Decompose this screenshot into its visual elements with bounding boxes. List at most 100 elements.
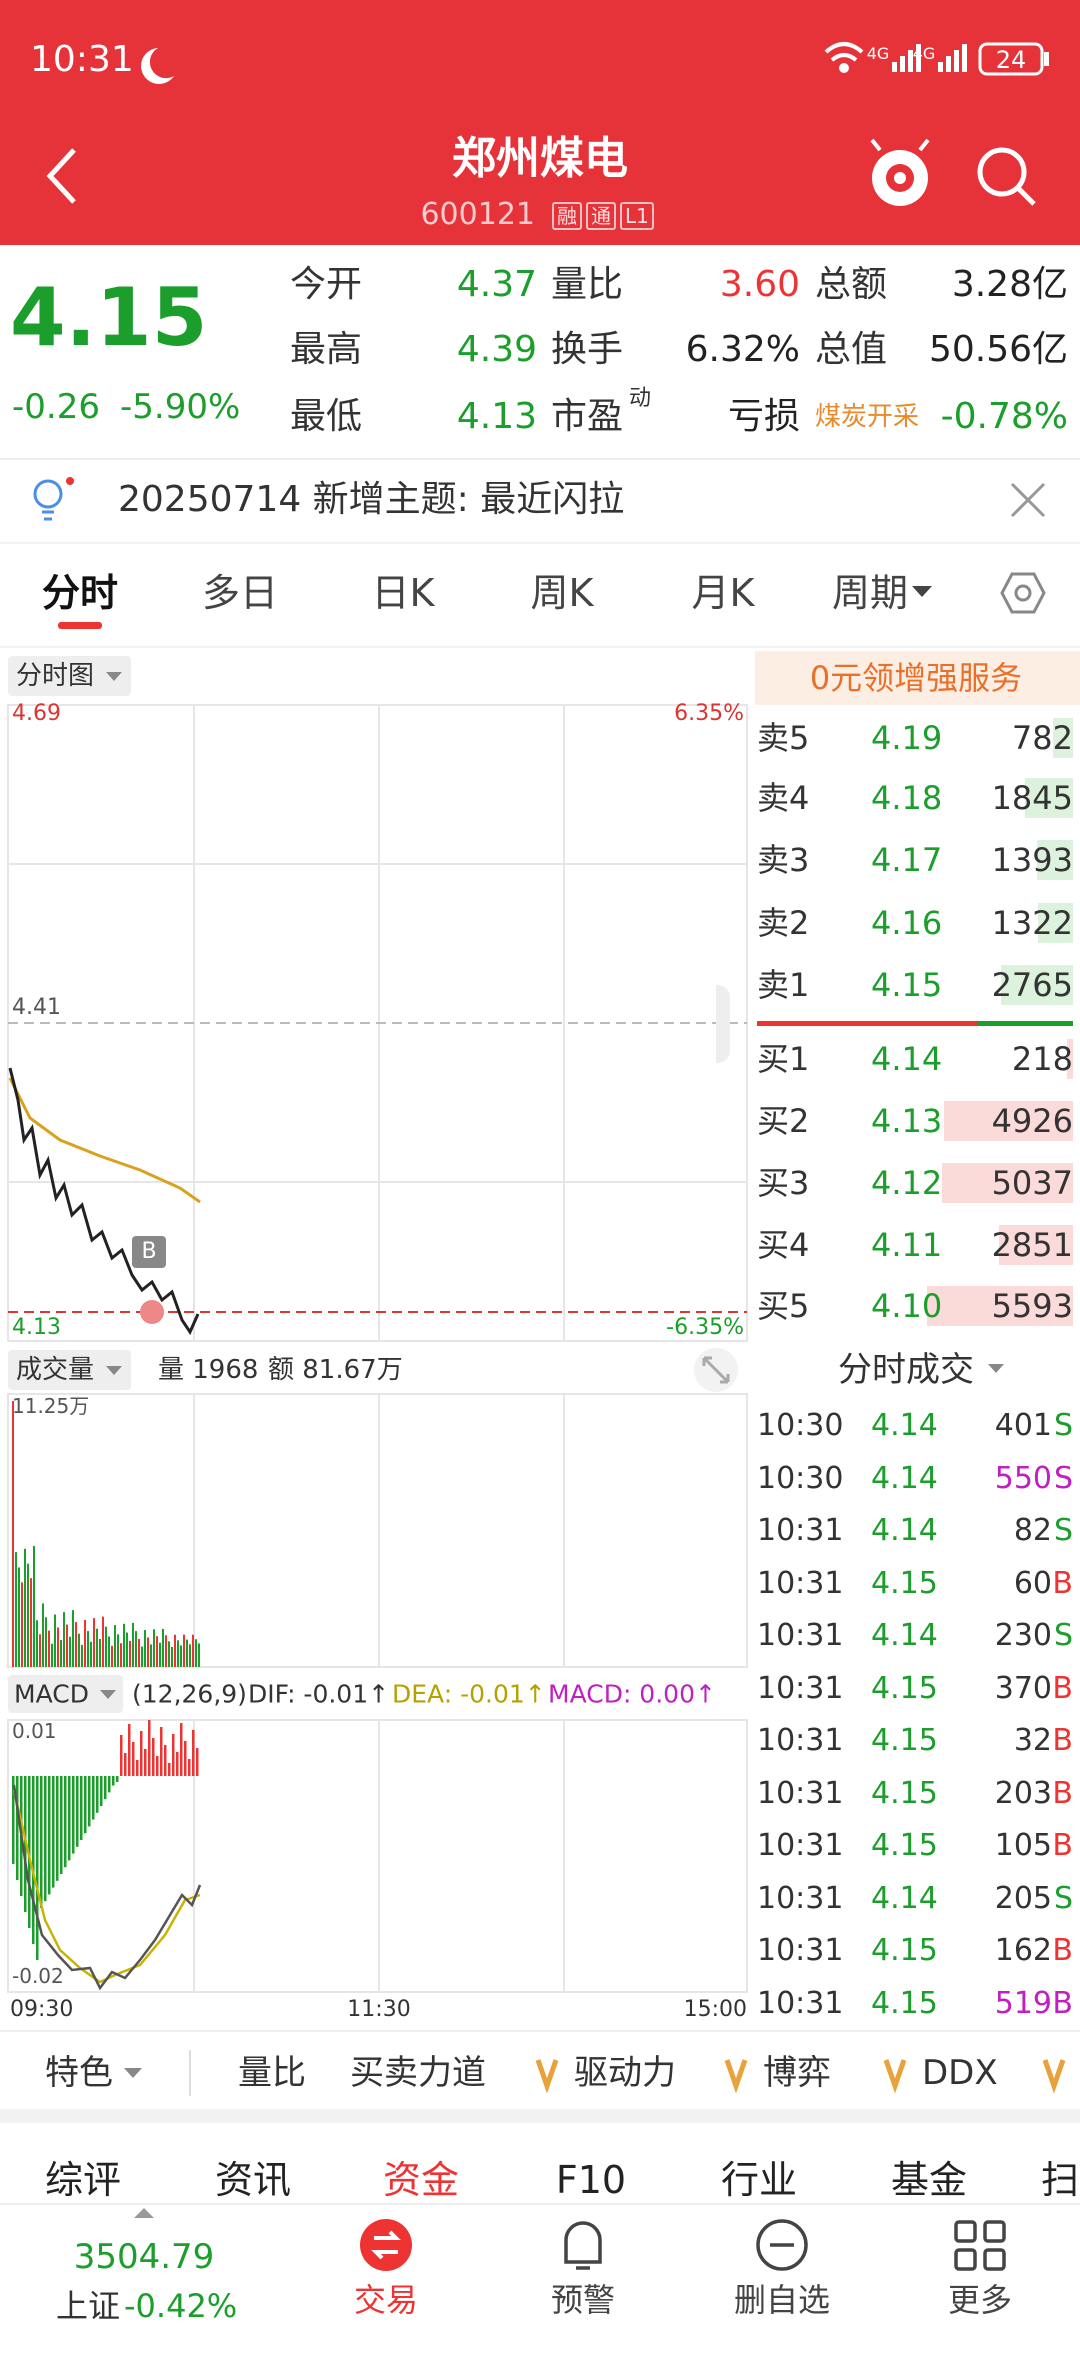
book-price: 4.15 — [871, 966, 943, 1004]
volume-bar — [1038, 903, 1073, 943]
dropdown-caret — [106, 672, 122, 681]
volume-bar-decor — [120, 1643, 122, 1667]
back-icon[interactable] — [46, 148, 76, 204]
search-icon[interactable] — [977, 147, 1036, 206]
book-label: 买2 — [757, 1102, 810, 1140]
close-icon[interactable] — [1010, 482, 1046, 518]
macd-bar-decor — [40, 1776, 43, 1908]
stat-value: 4.13 — [456, 396, 537, 437]
macd-bar-decor — [176, 1752, 179, 1776]
nav-item[interactable]: 更多 — [947, 2281, 1013, 2319]
macd-selector[interactable]: MACD — [14, 1679, 89, 1709]
buy-marker: B — [141, 1239, 157, 1264]
trade-time: 10:31 — [757, 1565, 844, 1601]
indicator[interactable]: 驱动力 — [574, 2053, 676, 2093]
indicator[interactable]: 买卖力道 — [350, 2053, 486, 2093]
selector-bg[interactable] — [8, 1350, 131, 1390]
macd-bar-decor — [116, 1776, 119, 1782]
volume-bar-decor — [192, 1634, 194, 1667]
selector-bg[interactable] — [8, 1675, 123, 1713]
volume-bar-decor — [48, 1630, 50, 1667]
fullscreen-icon[interactable] — [694, 1348, 738, 1392]
remove-icon[interactable] — [756, 2219, 808, 2271]
volume-bar-decor — [195, 1639, 197, 1667]
settings-icon[interactable] — [1000, 572, 1046, 614]
macd-bar-decor — [88, 1776, 91, 1827]
index-name: 上证 — [56, 2287, 121, 2325]
book-price: 4.16 — [871, 904, 943, 942]
tab[interactable]: 周K — [530, 571, 594, 615]
trade-time: 10:31 — [757, 1985, 844, 2021]
index-pct: -0.42% — [124, 2287, 238, 2325]
dif-line — [12, 1784, 202, 1991]
macd-bar-decor — [100, 1776, 103, 1806]
macd-bar-decor — [16, 1776, 19, 1880]
book-volume: 1322 — [991, 904, 1073, 942]
volume-bar-decor — [18, 1567, 20, 1667]
trade-side: B — [1052, 1933, 1073, 1968]
volume-bar — [998, 1225, 1073, 1265]
more-icon[interactable] — [954, 2220, 1006, 2271]
book-price: 4.11 — [871, 1226, 943, 1264]
nav-item[interactable]: 交易 — [353, 2281, 419, 2319]
book-price: 4.18 — [871, 779, 943, 817]
volume-bar-decor — [111, 1645, 113, 1667]
indicator[interactable]: 量比 — [238, 2053, 306, 2093]
trade-volume: 205 — [994, 1880, 1052, 1916]
f10-tab[interactable]: 行业 — [720, 2158, 798, 2202]
promo-bg[interactable] — [755, 651, 1080, 705]
chart-selector[interactable]: 分时图 — [16, 661, 95, 691]
promo[interactable]: 0元领增强服务 — [809, 659, 1023, 697]
notice-text[interactable]: 20250714 新增主题: 最近闪拉 — [118, 479, 625, 520]
trades-title[interactable]: 分时成交 — [838, 1350, 974, 1390]
macd-bar-decor — [132, 1742, 135, 1776]
indicator[interactable]: 博弈 — [763, 2053, 831, 2093]
tab[interactable]: 日K — [371, 571, 435, 615]
expand-handle[interactable] — [716, 985, 730, 1063]
volume-bar-decor — [132, 1622, 134, 1667]
f10-tab[interactable]: 资讯 — [214, 2158, 292, 2202]
macd-bar-decor — [48, 1776, 51, 1895]
f10-tab[interactable]: 扫 — [1040, 2158, 1080, 2202]
indicator-first[interactable]: 特色 — [45, 2053, 113, 2093]
book-label: 卖3 — [757, 841, 810, 879]
volume-max: 11.25万 — [12, 1394, 90, 1418]
book-volume: 2851 — [991, 1226, 1073, 1264]
volume-bar-decor — [183, 1634, 185, 1667]
volume-bar-decor — [51, 1643, 53, 1667]
trade-icon[interactable] — [360, 2219, 412, 2271]
f10-tab[interactable]: 综评 — [44, 2158, 122, 2202]
volume-bar-decor — [12, 1401, 14, 1667]
stat-label: 换手 — [551, 329, 624, 370]
stock-code: 600121 — [420, 197, 535, 232]
tab[interactable]: 分时 — [41, 571, 119, 615]
volume-bar-decor — [147, 1637, 149, 1667]
tab[interactable]: 周期 — [831, 571, 909, 615]
f10-tab[interactable]: 资金 — [382, 2158, 460, 2202]
mascot-icon[interactable] — [870, 138, 930, 206]
trade-volume: 203 — [994, 1775, 1052, 1811]
book-volume: 5593 — [991, 1287, 1073, 1325]
book-label: 买1 — [757, 1040, 810, 1078]
nav-item[interactable]: 删自选 — [733, 2281, 831, 2319]
volume-bar-decor — [24, 1548, 26, 1667]
f10-tab[interactable]: 基金 — [890, 2158, 968, 2202]
tab[interactable]: 月K — [691, 571, 755, 615]
macd-bar-decor — [56, 1776, 59, 1881]
nav-item[interactable]: 预警 — [550, 2281, 616, 2319]
stat-label: 煤炭开采 — [815, 402, 920, 432]
selector-bg[interactable] — [8, 656, 131, 696]
volume-bar-decor — [174, 1634, 176, 1667]
tab[interactable]: 多日 — [201, 571, 279, 615]
alert-icon[interactable] — [564, 2221, 602, 2270]
indicator[interactable]: DDX — [922, 2053, 998, 2093]
book-label: 卖2 — [757, 904, 810, 942]
macd-bar-decor — [156, 1756, 159, 1776]
book-label: 买3 — [757, 1164, 810, 1202]
volume-selector[interactable]: 成交量 — [16, 1355, 95, 1385]
tab-underline — [58, 622, 102, 629]
macd-dif: DIF: -0.01↑ — [248, 1679, 390, 1709]
f10-tab[interactable]: F10 — [555, 2158, 627, 2202]
settings-icon-core — [1014, 584, 1032, 602]
volume-info: 量 1968 — [158, 1355, 259, 1385]
